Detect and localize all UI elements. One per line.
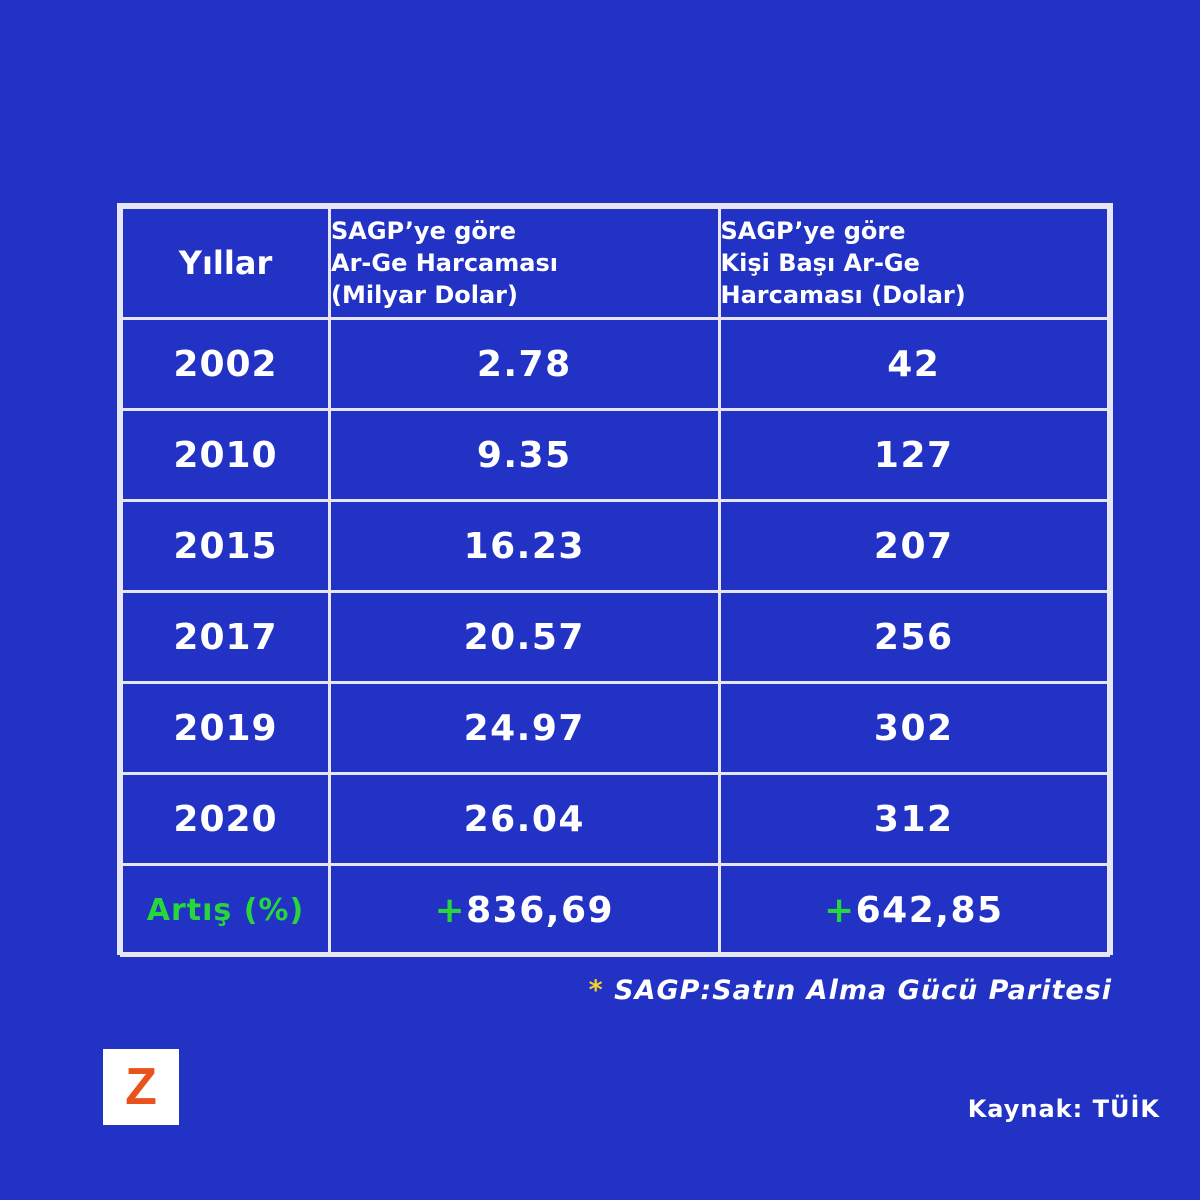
table-row: 2017 20.57 256 <box>120 590 1110 684</box>
year-cell: 2002 <box>120 317 331 411</box>
year-cell: 2020 <box>120 772 331 866</box>
footnote-text: SAGP:Satın Alma Gücü Paritesi <box>614 975 1112 1006</box>
plus-sign: + <box>434 889 467 931</box>
per-capita-cell: 127 <box>717 408 1110 502</box>
table-header-row: Yıllar SAGP’ye göre Ar-Ge Harcaması (Mil… <box>120 206 1110 320</box>
data-table: Yıllar SAGP’ye göre Ar-Ge Harcaması (Mil… <box>120 206 1110 957</box>
header-pc-line-1: SAGP’ye göre <box>720 217 906 245</box>
table-row: 2015 16.23 207 <box>120 499 1110 593</box>
rd-spending-cell: 2.78 <box>328 317 721 411</box>
pc-increase-value: 642,85 <box>855 889 1004 931</box>
header-years: Yıllar <box>120 206 331 320</box>
source-credit: Kaynak: TÜİK <box>968 1095 1160 1123</box>
year-cell: 2010 <box>120 408 331 502</box>
header-rd-line-2: Ar-Ge Harcaması <box>331 249 558 277</box>
header-rd-line-3: (Milyar Dolar) <box>331 281 518 309</box>
header-rd-line-1: SAGP’ye göre <box>331 217 516 245</box>
rd-spending-cell: 9.35 <box>328 408 721 502</box>
footnote: * SAGP:Satın Alma Gücü Paritesi <box>589 975 1112 1006</box>
data-table-frame: Yıllar SAGP’ye göre Ar-Ge Harcaması (Mil… <box>117 203 1113 957</box>
table-row: 2010 9.35 127 <box>120 408 1110 502</box>
table-row: 2002 2.78 42 <box>120 317 1110 411</box>
increase-row: Artış (%) +836,69 +642,85 <box>120 863 1110 957</box>
header-per-capita: SAGP’ye göre Kişi Başı Ar-Ge Harcaması (… <box>717 206 1110 320</box>
logo-letter: Z <box>125 1058 157 1116</box>
source-value: TÜİK <box>1092 1095 1160 1123</box>
rd-spending-cell: 24.97 <box>328 681 721 775</box>
per-capita-cell: 312 <box>717 772 1110 866</box>
per-capita-cell: 207 <box>717 499 1110 593</box>
header-pc-line-3: Harcaması (Dolar) <box>720 281 966 309</box>
per-capita-cell: 302 <box>717 681 1110 775</box>
table-row: 2020 26.04 312 <box>120 772 1110 866</box>
footnote-star: * <box>588 975 604 1006</box>
header-rd-spending: SAGP’ye göre Ar-Ge Harcaması (Milyar Dol… <box>328 206 721 320</box>
rd-increase-value: 836,69 <box>466 889 615 931</box>
brand-logo: Z <box>103 1049 179 1125</box>
rd-spending-cell: 16.23 <box>328 499 721 593</box>
rd-increase-cell: +836,69 <box>328 863 721 957</box>
pc-increase-cell: +642,85 <box>717 863 1110 957</box>
plus-sign: + <box>823 889 856 931</box>
table-row: 2019 24.97 302 <box>120 681 1110 775</box>
per-capita-cell: 42 <box>717 317 1110 411</box>
year-cell: 2015 <box>120 499 331 593</box>
header-pc-line-2: Kişi Başı Ar-Ge <box>720 249 920 277</box>
year-cell: 2019 <box>120 681 331 775</box>
year-cell: 2017 <box>120 590 331 684</box>
rd-spending-cell: 20.57 <box>328 590 721 684</box>
rd-spending-cell: 26.04 <box>328 772 721 866</box>
increase-label: Artış (%) <box>120 863 331 957</box>
per-capita-cell: 256 <box>717 590 1110 684</box>
source-label: Kaynak: <box>967 1095 1084 1123</box>
